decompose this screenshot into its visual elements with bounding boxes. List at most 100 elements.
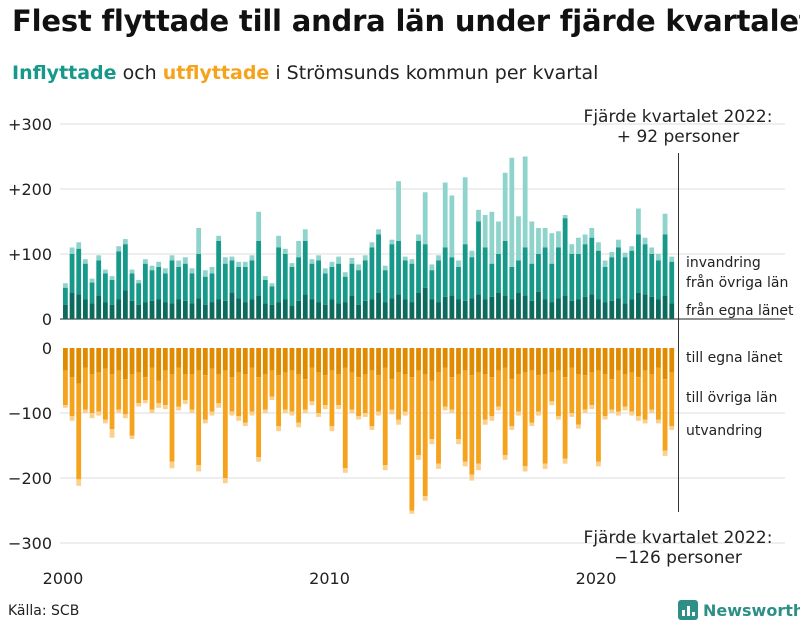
bar-in-other — [109, 280, 115, 305]
bar-in-local — [449, 295, 455, 319]
bar-out-other — [462, 370, 468, 462]
bar-out-total — [142, 400, 148, 404]
bar-in-other — [63, 287, 68, 305]
bar-out-other — [602, 374, 608, 417]
bar-out-local — [249, 348, 255, 368]
bar-in-local — [282, 299, 288, 319]
bar-out-local — [382, 348, 388, 368]
bar-out-total — [396, 419, 401, 425]
bar-in-total — [102, 269, 108, 274]
bar-in-other — [636, 234, 641, 293]
bar-out-local — [156, 348, 162, 381]
bar-in-total — [89, 278, 95, 283]
bar-in-total — [602, 260, 608, 267]
bar-in-total — [482, 215, 488, 248]
bar-out-other — [449, 377, 455, 410]
bar-in-other — [209, 273, 215, 303]
bar-out-total — [569, 413, 575, 417]
bar-in-total — [582, 234, 588, 245]
bar-out-local — [322, 348, 328, 376]
bar-in-local — [249, 299, 255, 319]
bar-in-other — [556, 247, 561, 299]
bar-in-total — [596, 242, 601, 251]
bar-in-other — [142, 263, 148, 303]
bar-in-other — [569, 254, 575, 301]
bar-out-other — [309, 367, 315, 402]
bar-out-local — [429, 348, 435, 381]
bar-in-total — [469, 250, 475, 258]
bar-out-other — [456, 374, 461, 439]
bar-out-total — [529, 422, 535, 426]
bar-out-local — [109, 348, 115, 374]
bar-in-local — [329, 299, 335, 319]
bar-out-other — [282, 372, 288, 410]
bar-in-total — [182, 257, 188, 264]
bar-in-other — [102, 273, 108, 303]
bar-in-local — [322, 304, 328, 319]
bar-in-local — [276, 302, 282, 319]
bar-out-local — [422, 348, 428, 374]
bar-in-other — [182, 263, 188, 301]
bar-out-other — [569, 367, 575, 413]
bar-out-other — [302, 379, 308, 410]
bar-out-other — [422, 374, 428, 497]
bar-out-total — [236, 416, 242, 421]
bar-out-other — [222, 370, 228, 478]
bar-in-total — [396, 181, 401, 241]
bar-out-other — [229, 377, 235, 412]
bar-out-local — [222, 348, 228, 371]
bar-in-other — [116, 251, 122, 300]
bar-out-total — [449, 409, 455, 413]
bar-in-local — [396, 294, 401, 319]
bar-in-other — [469, 257, 475, 299]
bar-in-total — [282, 248, 288, 254]
bar-out-other — [69, 377, 75, 417]
bar-in-local — [116, 299, 122, 319]
subtitle-inflyttade: Inflyttade — [12, 62, 117, 84]
bar-in-total — [209, 267, 215, 274]
bar-out-other — [476, 372, 481, 464]
annotation-bottom-line1: Fjärde kvartalet 2022: — [584, 528, 773, 548]
bar-out-other — [189, 374, 195, 410]
bar-out-other — [629, 372, 635, 412]
bar-out-local — [376, 348, 381, 376]
bar-out-local — [96, 348, 102, 373]
bar-in-other — [576, 254, 581, 300]
bar-in-total — [289, 263, 295, 267]
bar-in-total — [629, 246, 635, 251]
bar-in-local — [502, 295, 508, 319]
bar-in-other — [149, 270, 155, 301]
bar-out-local — [289, 348, 295, 371]
bar-in-other — [422, 244, 428, 288]
newsworthy-logo: Newsworthy — [678, 600, 800, 620]
bar-in-total — [522, 156, 528, 248]
bar-out-other — [102, 368, 108, 420]
bar-out-other — [169, 374, 175, 462]
bar-in-total — [436, 255, 441, 261]
bar-out-other — [622, 374, 628, 407]
bar-out-other — [162, 370, 168, 406]
bar-out-total — [429, 439, 435, 445]
bar-in-total — [556, 231, 561, 248]
bar-out-other — [502, 367, 508, 456]
bar-in-local — [76, 294, 82, 319]
bar-in-other — [196, 254, 202, 299]
bar-in-other — [129, 273, 135, 301]
bar-out-local — [76, 348, 82, 384]
bar-in-local — [402, 299, 408, 319]
bar-out-other — [216, 374, 222, 404]
bar-out-total — [322, 405, 328, 410]
bar-in-other — [649, 254, 655, 297]
bar-out-local — [462, 348, 468, 371]
series-label-fran-ovriga-lan: från övriga län — [686, 274, 788, 291]
bar-out-local — [129, 348, 135, 374]
bar-out-local — [436, 348, 441, 373]
bar-out-other — [609, 379, 615, 410]
bar-in-other — [622, 257, 628, 304]
bar-in-other — [456, 267, 461, 300]
bar-in-local — [182, 300, 188, 319]
bar-in-other — [542, 247, 548, 300]
bar-in-total — [329, 261, 335, 267]
bar-in-total — [542, 228, 548, 248]
bar-in-local — [629, 299, 635, 319]
